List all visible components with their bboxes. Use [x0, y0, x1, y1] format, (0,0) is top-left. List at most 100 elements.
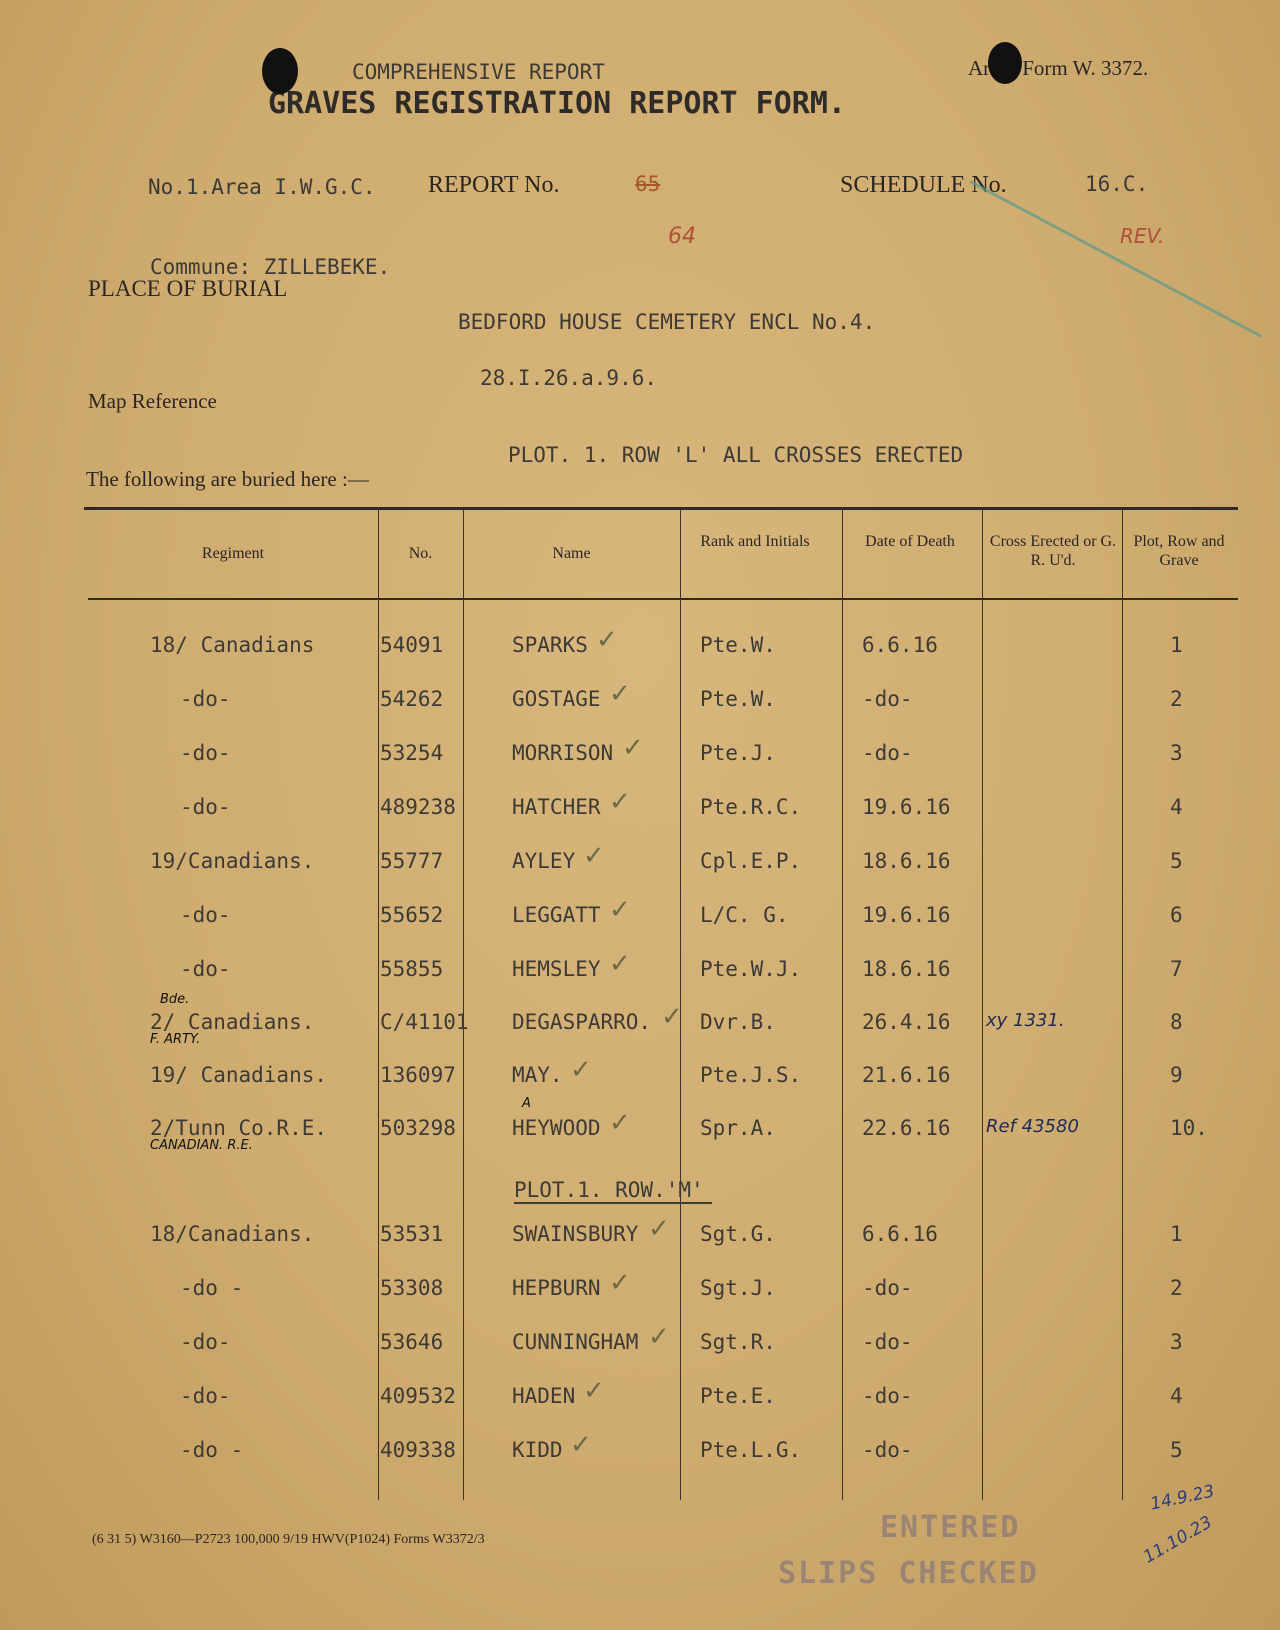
- place-of-burial-label: PLACE OF BURIAL: [88, 276, 288, 301]
- map-reference-label: Map Reference: [88, 389, 217, 413]
- table-row: 19/Canadians. 55777 AYLEY Cpl.E.P. 18.6.16 5 ✓: [0, 841, 1280, 879]
- name-cell: GOSTAGE: [512, 687, 601, 711]
- table-row: -do- 53254 MORRISON Pte.J. -do- 3 ✓: [0, 733, 1280, 771]
- grave-cell: 5: [1170, 849, 1183, 873]
- column-divider: [378, 510, 379, 1500]
- handwritten-note: A: [522, 1096, 531, 1111]
- number-cell: 55652: [380, 903, 444, 927]
- rank-cell: Dvr.B.: [700, 1010, 776, 1034]
- regiment-cell: -do-: [180, 795, 231, 819]
- name-cell: SWAINSBURY: [512, 1222, 639, 1246]
- checkmark-icon: ✓: [583, 841, 605, 871]
- stamp-entered: ENTERED: [880, 1510, 1021, 1545]
- plot-note: PLOT. 1. ROW 'L' ALL CROSSES ERECTED: [508, 443, 964, 467]
- schedule-number: 16.C.: [1085, 172, 1149, 196]
- number-cell: 53254: [380, 741, 444, 765]
- regiment-cell: -do-: [180, 903, 231, 927]
- grave-cell: 5: [1170, 1438, 1183, 1462]
- grave-cell: 1: [1170, 633, 1183, 657]
- table-row: 19/ Canadians. 136097 MAY. Pte.J.S. 21.6.16 9…: [0, 1055, 1280, 1093]
- rank-cell: Pte.R.C.: [700, 795, 802, 819]
- rank-cell: Cpl.E.P.: [700, 849, 802, 873]
- commune: Commune: ZILLEBEKE.: [150, 255, 391, 279]
- table-header-rule: [88, 598, 1238, 600]
- initials-date-2: 11.10.23: [1140, 1512, 1216, 1568]
- col-date: Date of Death: [865, 533, 955, 550]
- checkmark-icon: ✓: [570, 1055, 592, 1085]
- checkmark-icon: ✓: [583, 1376, 605, 1406]
- initials-date-1: 14.9.23: [1148, 1481, 1217, 1515]
- regiment-cell: -do-: [180, 957, 231, 981]
- date-cell: 18.6.16: [862, 957, 951, 981]
- number-cell: C/41101: [380, 1010, 469, 1034]
- date-cell: -do-: [862, 741, 913, 765]
- date-cell: 6.6.16: [862, 633, 938, 657]
- grave-cell: 3: [1170, 741, 1183, 765]
- column-divider: [1122, 510, 1123, 1500]
- rank-cell: Pte.W.: [700, 633, 776, 657]
- crayon-mark: [969, 180, 1263, 338]
- number-cell: 503298: [380, 1116, 456, 1140]
- number-cell: 53308: [380, 1276, 444, 1300]
- grave-cell: 6: [1170, 903, 1183, 927]
- grave-cell: 8: [1170, 1010, 1183, 1034]
- report-number-corrected: 64: [668, 224, 696, 249]
- name-cell: CUNNINGHAM: [512, 1330, 639, 1354]
- punch-hole: [262, 48, 298, 94]
- name-cell: AYLEY: [512, 849, 576, 873]
- rank-cell: Sgt.G.: [700, 1222, 776, 1246]
- regiment-cell: 19/ Canadians.: [150, 1063, 328, 1087]
- report-number-struck: 65: [635, 172, 661, 196]
- name-cell: HEYWOOD: [512, 1116, 601, 1140]
- form-title: GRAVES REGISTRATION REPORT FORM.: [268, 86, 846, 121]
- date-cell: 26.4.16: [862, 1010, 951, 1034]
- date-cell: 21.6.16: [862, 1063, 951, 1087]
- column-divider: [842, 510, 843, 1500]
- grave-cell: 4: [1170, 795, 1183, 819]
- grave-cell: 2: [1170, 687, 1183, 711]
- table-row: 2/Tunn Co.R.E. 503298 HEYWOOD Spr.A. 22.6.16…: [0, 1096, 1280, 1153]
- regiment-cell: -do-: [180, 741, 231, 765]
- report-label: REPORT No.: [428, 172, 560, 198]
- grave-cell: 4: [1170, 1384, 1183, 1408]
- date-cell: 18.6.16: [862, 849, 951, 873]
- date-cell: -do-: [862, 1438, 913, 1462]
- grave-cell: 7: [1170, 957, 1183, 981]
- regiment-cell: -do-: [180, 1384, 231, 1408]
- name-cell: DEGASPARRO.: [512, 1010, 652, 1034]
- map-reference-value: 28.I.26.a.9.6.: [480, 366, 658, 390]
- table-row: 2/ Canadians. C/41101 DEGASPARRO. Dvr.B. 26.…: [0, 992, 1280, 1047]
- name-cell: HEPBURN: [512, 1276, 601, 1300]
- regiment-cell: -do-: [180, 1330, 231, 1354]
- column-divider: [982, 510, 983, 1500]
- punch-hole: [988, 42, 1022, 84]
- number-cell: 55855: [380, 957, 444, 981]
- table-row: -do- 489238 HATCHER Pte.R.C. 19.6.16 4 ✓: [0, 787, 1280, 825]
- date-cell: -do-: [862, 1330, 913, 1354]
- name-cell: HADEN: [512, 1384, 576, 1408]
- number-cell: 409338: [380, 1438, 456, 1462]
- checkmark-icon: ✓: [596, 625, 618, 655]
- rank-cell: Sgt.R.: [700, 1330, 776, 1354]
- area-label: No.1.Area I.W.G.C.: [148, 175, 376, 199]
- regiment-cell: 18/Canadians.: [150, 1222, 315, 1246]
- col-number: No.: [408, 545, 433, 562]
- rank-cell: Spr.A.: [700, 1116, 776, 1140]
- rank-cell: L/C. G.: [700, 903, 789, 927]
- table-row: -do - 409338 KIDD Pte.L.G. -do- 5 ✓: [0, 1430, 1280, 1468]
- checkmark-icon: ✓: [570, 1430, 592, 1460]
- name-cell: HATCHER: [512, 795, 601, 819]
- regiment-cell: 18/ Canadians: [150, 633, 315, 657]
- date-cell: -do-: [862, 1384, 913, 1408]
- checkmark-icon: ✓: [609, 895, 631, 925]
- cross-cell: xy 1331.: [986, 1010, 1065, 1031]
- date-cell: -do-: [862, 1276, 913, 1300]
- rank-cell: Pte.W.J.: [700, 957, 802, 981]
- checkmark-icon: ✓: [622, 733, 644, 763]
- column-divider: [680, 510, 681, 1500]
- table-row: -do- 55855 HEMSLEY Pte.W.J. 18.6.16 7 ✓: [0, 949, 1280, 987]
- form-subtitle: COMPREHENSIVE REPORT: [352, 60, 605, 84]
- handwritten-note: CANADIAN. R.E.: [150, 1138, 253, 1153]
- checkmark-icon: ✓: [661, 1002, 683, 1032]
